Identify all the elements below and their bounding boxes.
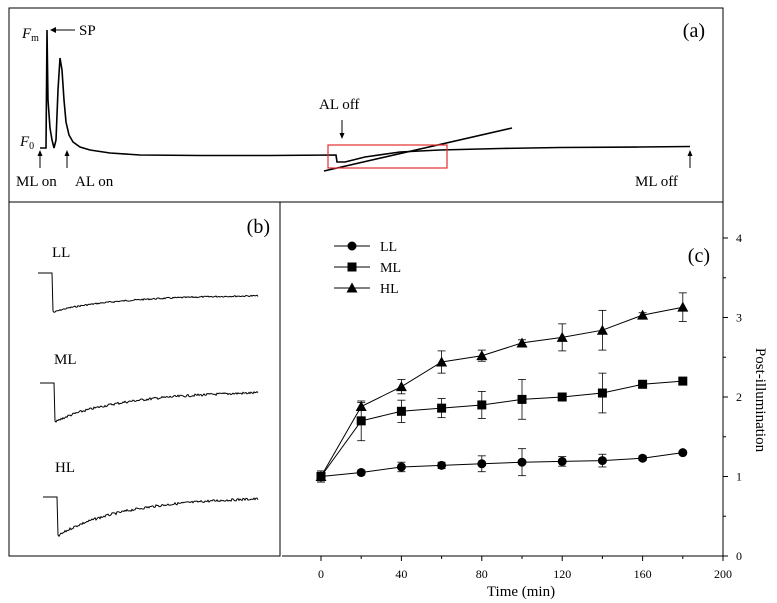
y-tick-label: 0 <box>736 549 742 563</box>
data-point-hl <box>476 350 488 361</box>
x-tick-label: 80 <box>476 567 488 581</box>
x-tick-label: 120 <box>553 567 571 581</box>
data-point-ll <box>517 457 527 467</box>
data-point-ll <box>557 456 567 466</box>
data-point-ll <box>356 468 366 478</box>
data-point-hl <box>436 356 448 367</box>
data-point-hl <box>395 381 407 392</box>
data-point-hl <box>596 324 608 335</box>
y-axis-title: Post-illumination <box>752 348 768 453</box>
fluorescence-trace <box>40 29 691 163</box>
panel-b-label: (b) <box>247 216 270 238</box>
data-point-ml <box>356 416 366 426</box>
series-line-ll <box>320 452 683 477</box>
f0-label-sub: 0 <box>29 141 34 152</box>
x-axis-title: Time (min) <box>487 584 555 600</box>
al-off-label: AL off <box>319 97 359 113</box>
x-tick-label: 0 <box>318 567 324 581</box>
data-point-ml <box>396 406 406 416</box>
panel-c-chart: 0 40 80 120 160 200 0 1 2 3 4 Time (min) Post-illumi… <box>282 202 768 600</box>
series-ml <box>316 372 688 483</box>
data-point-ll <box>678 448 688 458</box>
sp-label: SP <box>79 23 96 39</box>
f0-label: F0 <box>19 134 34 152</box>
data-point-ll <box>638 453 648 463</box>
legend: LL ML HL <box>334 240 401 297</box>
legend-marker-ml <box>347 262 357 272</box>
al-on-arrow-head <box>64 150 70 156</box>
highlight-box <box>327 144 448 169</box>
trace-ll <box>38 272 259 313</box>
tangent-line <box>323 127 513 172</box>
y-tick-label: 3 <box>736 311 742 325</box>
y-tick-label: 2 <box>736 390 742 404</box>
panel-b-frame <box>8 201 281 557</box>
data-point-hl <box>315 471 327 481</box>
panel-c-label: (c) <box>688 245 710 267</box>
y-tick-label: 4 <box>736 231 742 245</box>
data-point-hl <box>637 309 649 320</box>
f0-label-main: F <box>19 134 30 150</box>
x-tick-label: 160 <box>634 567 652 581</box>
legend-marker-hl <box>346 282 358 293</box>
series-line-ml <box>320 380 683 477</box>
trace-label-hl: HL <box>55 460 75 476</box>
data-point-hl <box>556 331 568 342</box>
panel-a-frame <box>8 7 724 203</box>
ml-on-arrow-head <box>37 150 43 156</box>
trace-hl <box>43 496 259 538</box>
data-point-ml <box>638 379 648 389</box>
sp-arrow-head <box>50 27 56 33</box>
data-point-ml <box>517 394 527 404</box>
fm-label-main: F <box>21 26 32 42</box>
series-ll <box>316 448 688 483</box>
ml-off-arrow-head <box>687 150 693 156</box>
data-point-ll <box>396 462 406 472</box>
fm-label: Fm <box>21 26 39 44</box>
legend-label-hl: HL <box>380 282 399 297</box>
trace-label-ml: ML <box>54 352 77 368</box>
data-point-hl <box>677 301 689 312</box>
legend-label-ml: ML <box>380 261 401 276</box>
panel-b-traces <box>38 272 259 538</box>
x-tick-label: 200 <box>714 567 732 581</box>
data-point-ll <box>437 460 447 470</box>
panel-a-label: (a) <box>683 20 705 42</box>
data-point-ml <box>557 392 567 402</box>
y-tick-label: 1 <box>736 470 742 484</box>
al-on-label: AL on <box>75 174 114 190</box>
trace-ml <box>40 382 259 423</box>
al-off-arrow-head <box>339 133 345 139</box>
data-point-ml <box>678 376 688 386</box>
data-point-ml <box>437 403 447 413</box>
data-point-hl <box>355 401 367 412</box>
data-point-ml <box>477 400 487 410</box>
legend-label-ll: LL <box>380 240 397 255</box>
x-tick-label: 40 <box>395 567 407 581</box>
data-point-ll <box>597 456 607 466</box>
series-line-hl <box>320 306 683 477</box>
data-point-ml <box>597 388 607 398</box>
data-point-ll <box>477 459 487 469</box>
ml-off-label: ML off <box>635 174 678 190</box>
trace-label-ll: LL <box>52 245 70 261</box>
legend-marker-ll <box>347 241 357 251</box>
series-hl <box>315 292 689 483</box>
ml-on-label: ML on <box>16 174 57 190</box>
fm-label-sub: m <box>31 33 39 44</box>
data-point-hl <box>516 337 528 348</box>
